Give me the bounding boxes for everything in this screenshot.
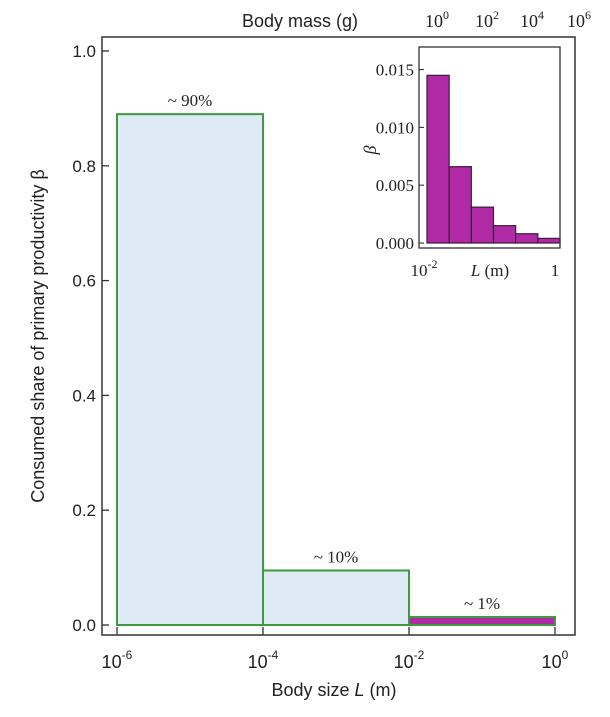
y-tick-label-5: 1.0 [72, 42, 96, 61]
bar-label-2: ~ 1% [464, 594, 500, 613]
top-tick-label-3: 106 [567, 8, 591, 31]
inset-y-tick-label-0: 0.000 [376, 234, 414, 253]
y-tick-label-0: 0.0 [72, 616, 96, 635]
x-tick-label-0: 10-6 [102, 648, 133, 672]
inset-y-tick-label-2: 0.010 [376, 118, 414, 137]
bar-label-0: ~ 90% [168, 91, 213, 110]
inset-bar-1 [448, 166, 472, 244]
top-axis-title: Body mass (g) [242, 11, 358, 31]
inset-y-axis-title: β [360, 145, 380, 155]
inset-y-tick-label-3: 0.015 [376, 61, 414, 80]
x-tick-label-2: 10-2 [394, 648, 425, 672]
inset-bar-0 [426, 74, 450, 244]
x-tick-label-3: 100 [542, 648, 569, 672]
inset-frame [418, 46, 561, 249]
bar-1 [262, 569, 410, 626]
inset-bar-5 [537, 237, 561, 244]
inset-bar-3 [492, 225, 517, 244]
top-tick-label-0: 100 [425, 8, 449, 31]
bar-2 [408, 615, 556, 626]
inset-x-tick-left: 10-2 [411, 257, 438, 280]
x-tick-label-1: 10-4 [248, 648, 279, 672]
bar-label-1: ~ 10% [314, 547, 359, 566]
y-tick-label-3: 0.6 [72, 272, 96, 291]
y-tick-label-1: 0.2 [72, 501, 96, 520]
y-tick-label-2: 0.4 [72, 386, 96, 405]
main-plot-frame [101, 36, 576, 636]
x-axis-title: Body size L (m) [271, 680, 396, 700]
bar-0 [116, 113, 264, 626]
inset-bar-4 [515, 233, 539, 244]
inset-y-tick-label-1: 0.005 [376, 176, 414, 195]
top-tick-label-2: 104 [520, 8, 544, 31]
inset-x-axis-title: L (m) [470, 261, 509, 280]
top-tick-label-1: 102 [475, 8, 499, 31]
y-tick-label-4: 0.8 [72, 157, 96, 176]
y-axis-title: Consumed share of primary productivity β [28, 169, 48, 502]
inset-bar-2 [470, 206, 495, 244]
inset-x-tick-right: 1 [551, 261, 560, 280]
